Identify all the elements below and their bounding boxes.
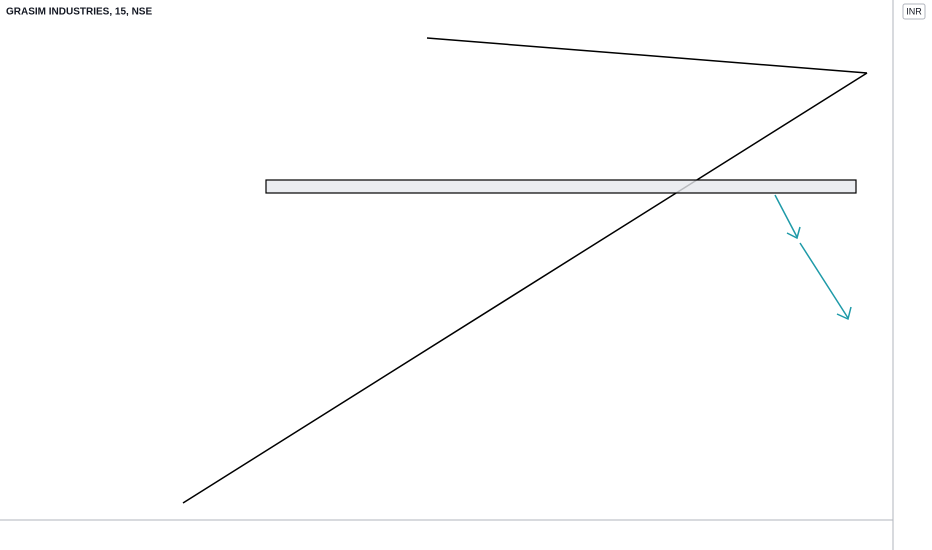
- arrow: [799, 242, 849, 319]
- currency-box[interactable]: [902, 3, 926, 20]
- drawings: [182, 37, 868, 504]
- trend-line: [182, 72, 868, 504]
- zone-rectangle: [265, 179, 857, 194]
- chart-title: GRASIM INDUSTRIES, 15, NSE: [6, 7, 152, 18]
- arrow-head: [836, 306, 852, 321]
- trend-line: [426, 37, 868, 74]
- arrow: [774, 194, 798, 238]
- arrow-head: [786, 226, 801, 240]
- currency: INR: [906, 6, 922, 16]
